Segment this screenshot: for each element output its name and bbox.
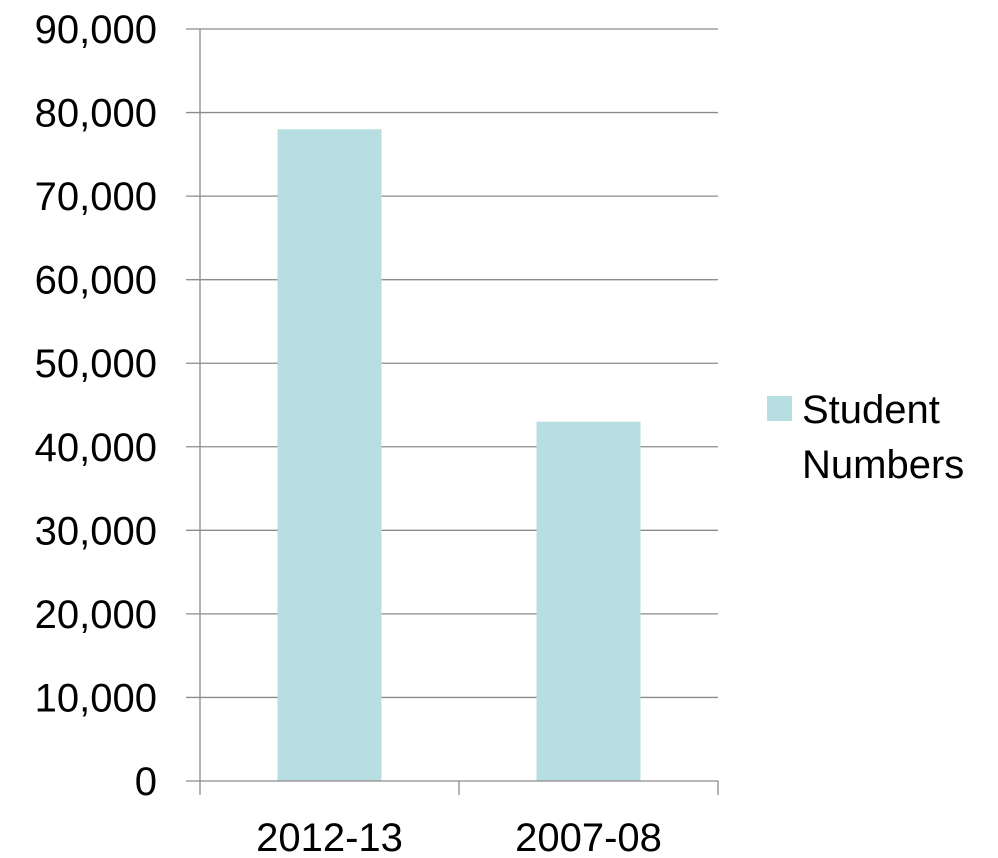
axes [186, 29, 719, 795]
y-tick-label: 10,000 [35, 676, 157, 720]
y-tick-label: 90,000 [35, 8, 157, 52]
y-tick-label: 20,000 [35, 593, 157, 637]
legend-label-line-1: Student [802, 388, 940, 432]
bars [277, 129, 641, 781]
y-tick-label: 70,000 [35, 175, 157, 219]
y-tick-label: 50,000 [35, 342, 157, 386]
gridlines [186, 28, 718, 699]
bar [536, 421, 641, 781]
legend: Student Numbers [767, 388, 964, 487]
legend-swatch [767, 396, 792, 421]
x-tick-label: 2007-08 [515, 816, 662, 858]
x-tick-label: 2012-13 [256, 816, 403, 858]
bar [277, 129, 382, 781]
y-tick-label: 40,000 [35, 426, 157, 470]
legend-label-line-2: Numbers [802, 443, 964, 487]
x-axis-tick-labels: 2012-13 2007-08 [256, 816, 662, 858]
y-tick-label: 80,000 [35, 92, 157, 136]
y-axis-tick-labels: 0 10,000 20,000 30,000 40,000 50,000 60,000 70,… [35, 8, 157, 804]
y-tick-label: 30,000 [35, 509, 157, 553]
y-tick-label: 0 [135, 760, 157, 804]
y-tick-label: 60,000 [35, 259, 157, 303]
